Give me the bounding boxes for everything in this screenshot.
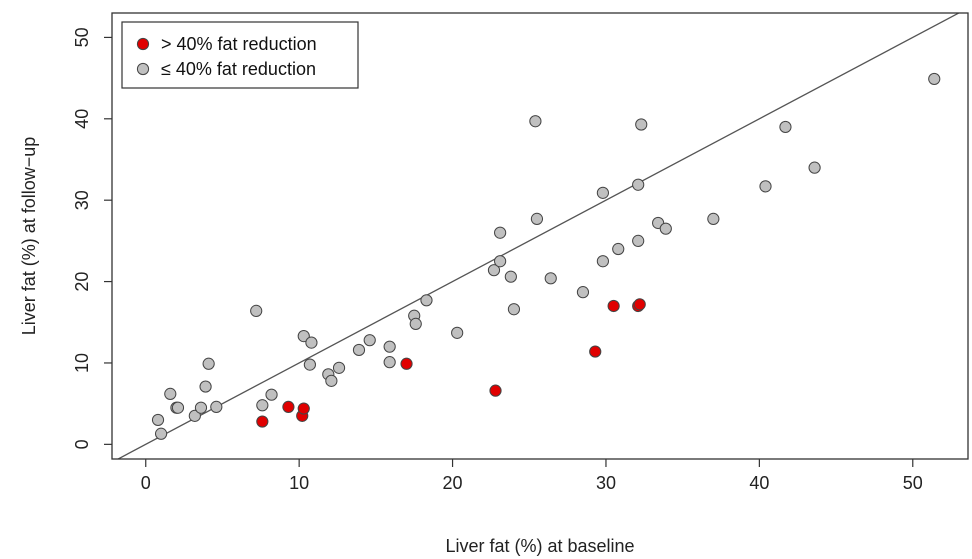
point-red — [256, 415, 269, 428]
point-gray — [164, 387, 177, 400]
point-red — [589, 345, 602, 358]
y-axis-title: Liver fat (%) at follow−up — [19, 137, 39, 336]
x-tick-label: 10 — [289, 473, 309, 493]
y-tick-label: 10 — [72, 353, 92, 373]
x-axis-title: Liver fat (%) at baseline — [445, 536, 634, 556]
legend: > 40% fat reduction ≤ 40% fat reduction — [121, 21, 359, 89]
x-tick-label: 50 — [903, 473, 923, 493]
point-gray — [612, 242, 625, 256]
point-gray — [303, 358, 316, 371]
point-gray — [707, 212, 720, 226]
point-gray — [305, 336, 318, 349]
legend-label-gray: ≤ 40% fat reduction — [161, 59, 316, 79]
legend-box — [121, 21, 359, 89]
point-gray — [188, 409, 201, 422]
point-gray — [632, 178, 645, 191]
point-gray — [596, 186, 609, 199]
x-tick-label: 30 — [596, 473, 616, 493]
point-gray — [297, 330, 310, 343]
legend-marker-red — [136, 37, 150, 51]
y-tick-label: 30 — [72, 190, 92, 210]
point-gray — [420, 294, 433, 307]
y-tick-label: 50 — [72, 27, 92, 47]
point-gray — [779, 120, 792, 134]
point-gray — [759, 180, 772, 193]
point-gray — [576, 286, 590, 299]
point-gray — [325, 374, 338, 387]
identity-line — [116, 13, 961, 459]
point-gray — [256, 399, 269, 412]
point-gray — [544, 272, 557, 285]
point-gray — [383, 340, 396, 353]
point-red — [282, 400, 295, 414]
x-tick-label: 40 — [749, 473, 769, 493]
point-gray — [151, 413, 165, 427]
y-tick-label: 20 — [72, 272, 92, 292]
point-gray — [210, 400, 223, 414]
point-red — [400, 357, 413, 370]
legend-marker-gray — [136, 62, 150, 76]
x-tick-label: 0 — [141, 473, 151, 493]
plot-frame — [111, 12, 969, 460]
point-gray — [487, 264, 501, 277]
point-gray — [332, 361, 346, 374]
y-tick-label: 0 — [72, 439, 92, 449]
point-gray — [507, 303, 521, 316]
points-layer — [151, 72, 941, 440]
point-gray — [659, 222, 672, 235]
point-red — [607, 299, 620, 313]
point-gray — [632, 234, 645, 247]
point-gray — [928, 72, 941, 86]
x-axis: 0 10 20 30 40 50 — [141, 459, 923, 493]
point-gray — [596, 255, 609, 268]
point-gray — [451, 326, 464, 339]
point-gray — [529, 115, 542, 128]
point-gray — [494, 255, 507, 268]
point-red — [489, 384, 502, 397]
point-gray — [352, 343, 366, 357]
point-gray — [202, 357, 215, 370]
point-gray — [530, 212, 544, 226]
point-gray — [494, 226, 507, 239]
point-gray — [635, 118, 648, 131]
point-gray — [194, 401, 208, 414]
point-gray — [808, 161, 821, 174]
point-gray — [199, 380, 212, 393]
point-gray — [409, 317, 422, 330]
point-gray — [265, 388, 278, 401]
x-tick-label: 20 — [443, 473, 463, 493]
point-red — [297, 402, 310, 415]
point-gray — [154, 427, 168, 440]
y-tick-label: 40 — [72, 109, 92, 129]
point-gray — [250, 304, 263, 317]
y-axis: 0 10 20 30 40 50 — [72, 27, 112, 449]
legend-label-red: > 40% fat reduction — [161, 34, 317, 54]
point-gray — [383, 356, 396, 369]
point-gray — [171, 401, 185, 414]
point-gray — [504, 270, 517, 283]
point-gray — [363, 334, 376, 347]
identity-line-layer — [116, 13, 961, 459]
point-red — [633, 298, 646, 311]
